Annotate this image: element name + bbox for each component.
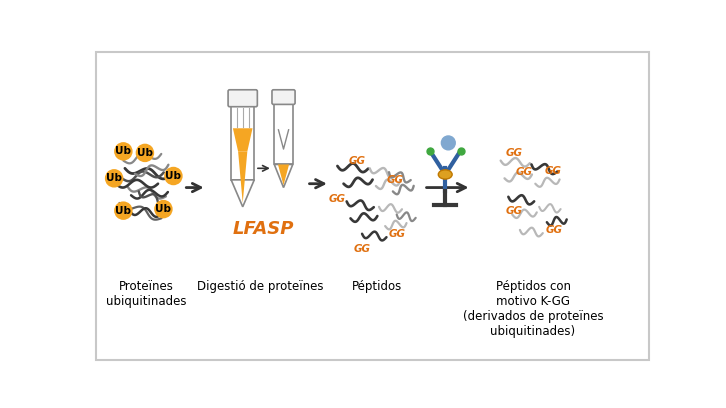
Circle shape	[136, 144, 154, 162]
FancyBboxPatch shape	[228, 90, 257, 107]
Circle shape	[114, 202, 133, 220]
Text: GG: GG	[546, 225, 563, 235]
Text: Péptidos: Péptidos	[352, 280, 403, 293]
Text: Ub: Ub	[115, 206, 131, 216]
Text: GG: GG	[506, 206, 523, 216]
Bar	[274, 103, 293, 164]
Text: LFASP: LFASP	[232, 220, 294, 238]
Text: Ub: Ub	[115, 146, 131, 156]
Polygon shape	[231, 180, 254, 207]
Circle shape	[441, 136, 455, 150]
Text: Digestió de proteïnes: Digestió de proteïnes	[197, 280, 324, 293]
Text: Ub: Ub	[106, 173, 122, 183]
Polygon shape	[278, 164, 289, 185]
Polygon shape	[238, 151, 248, 203]
Circle shape	[154, 200, 173, 218]
Text: GG: GG	[348, 155, 365, 166]
Text: GG: GG	[544, 166, 561, 175]
Polygon shape	[233, 128, 253, 151]
Text: GG: GG	[354, 244, 370, 254]
Circle shape	[164, 167, 183, 185]
Text: Ub: Ub	[137, 148, 153, 158]
Text: GG: GG	[388, 229, 405, 239]
Polygon shape	[274, 164, 293, 188]
Bar	[231, 105, 254, 180]
FancyBboxPatch shape	[272, 90, 295, 104]
Text: Ub: Ub	[155, 204, 171, 214]
Circle shape	[114, 142, 133, 161]
Text: GG: GG	[515, 167, 532, 177]
Text: Ub: Ub	[166, 171, 182, 181]
Ellipse shape	[439, 170, 452, 179]
Text: GG: GG	[387, 175, 404, 185]
Text: Péptidos con
motivo K-GG
(derivados de proteïnes
ubiquitinades): Péptidos con motivo K-GG (derivados de p…	[462, 280, 603, 338]
Text: GG: GG	[329, 194, 346, 204]
Text: Proteïnes
ubiquitinades: Proteïnes ubiquitinades	[106, 280, 187, 308]
Circle shape	[105, 169, 123, 188]
Text: GG: GG	[506, 148, 523, 158]
